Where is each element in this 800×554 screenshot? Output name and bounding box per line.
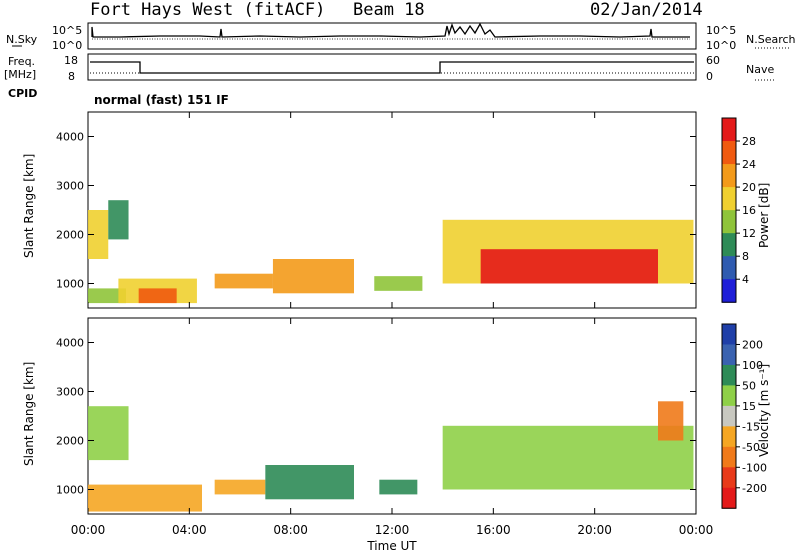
velocity-colorbar-swatch-7 (722, 467, 736, 489)
x-axis-title: Time UT (366, 539, 417, 553)
power-region-5 (214, 273, 273, 289)
velocity-colorbar-label-2: 50 (742, 379, 756, 392)
velocity-region-1 (88, 484, 202, 512)
velocity-panel: Slant Range [km] 1000 2000 3000 4000 (22, 317, 697, 515)
power-region-2 (88, 288, 126, 304)
velocity-colorbar-swatch-2 (722, 364, 736, 386)
x-tick-label-2: 08:00 (273, 523, 308, 537)
power-colorbar-label-0: 4 (742, 273, 749, 286)
power-colorbar-swatch-0 (722, 118, 736, 142)
power-colorbar-swatch-6 (722, 256, 736, 280)
velocity-colorbar-label-5: -50 (742, 441, 760, 454)
nave-tick-low: 0 (706, 70, 713, 83)
power-colorbar-swatch-3 (722, 187, 736, 211)
power-ytick-label-1: 2000 (56, 229, 84, 242)
sky-panel-frame (87, 22, 697, 50)
beam-label: Beam 18 (353, 0, 425, 20)
nave-tick-high: 60 (706, 54, 720, 67)
power-ytick-label-0: 1000 (56, 278, 84, 291)
freq-trace (90, 61, 694, 74)
power-colorbar-label-2: 12 (742, 227, 756, 240)
velocity-ytick-label-0: 1000 (56, 484, 84, 497)
search-tick-low: 10^0 (706, 39, 736, 52)
power-ylabel: Slant Range [km] (22, 154, 36, 258)
power-colorbar-label-6: 28 (742, 135, 756, 148)
freq-tick-high: 18 (64, 54, 78, 67)
power-ytick-label-2: 3000 (56, 180, 84, 193)
search-tick-high: 10^5 (706, 24, 736, 37)
power-colorbar-label-3: 16 (742, 204, 756, 217)
velocity-colorbar-label-7: -200 (742, 482, 767, 495)
velocity-colorbar-label-3: 15 (742, 400, 756, 413)
power-region-0 (88, 210, 109, 259)
sky-tick-high: 10^5 (52, 24, 82, 37)
velocity-colorbar-swatch-6 (722, 446, 736, 468)
velocity-colorbar-label-6: -100 (742, 461, 767, 474)
velocity-ytick-label-2: 3000 (56, 386, 84, 399)
power-region-9 (480, 249, 658, 284)
x-tick-label-1: 04:00 (172, 523, 207, 537)
velocity-colorbar-swatch-1 (722, 344, 736, 366)
velocity-colorbar-label-0: 200 (742, 338, 763, 351)
power-colorbar-swatch-4 (722, 210, 736, 234)
power-colorbar-swatch-5 (722, 233, 736, 257)
sky-tick-low: 10^0 (52, 39, 82, 52)
velocity-region-0 (88, 406, 129, 461)
freq-nave-panel: Freq. [MHz] 18 8 60 0 Nave (4, 53, 775, 83)
power-panel: Slant Range [km] 1000 2000 3000 4000 (22, 111, 697, 309)
x-tick-labels: 00:00 04:00 08:00 12:00 16:00 20:00 00:00 (71, 523, 714, 537)
power-colorbar-label-4: 20 (742, 181, 756, 194)
velocity-ytick-label-3: 4000 (56, 337, 84, 350)
velocity-colorbar-frame (721, 323, 737, 509)
velocity-region-5 (442, 425, 694, 490)
velocity-region-4 (379, 479, 418, 495)
velocity-colorbar-label-1: 100 (742, 359, 763, 372)
sky-noise-trace (91, 22, 690, 38)
power-colorbar-swatch-2 (722, 164, 736, 188)
freq-label: Freq. (8, 55, 35, 68)
nave-label: Nave (746, 63, 774, 76)
sky-search-panel: N.Sky 10^5 10^0 10^5 10^0 N.Search (6, 22, 796, 52)
velocity-region-6 (658, 401, 684, 441)
velocity-colorbar-swatch-4 (722, 405, 736, 427)
power-region-6 (272, 259, 354, 294)
power-colorbar-swatch-1 (722, 141, 736, 165)
power-colorbar-label: Power [dB] (757, 183, 771, 248)
velocity-colorbar-swatch-3 (722, 385, 736, 407)
station-title: Fort Hays West (fitACF) (90, 0, 325, 20)
velocity-colorbar-swatch-5 (722, 426, 736, 448)
cpid-value: normal (fast) 151 IF (94, 93, 229, 107)
velocity-colorbar-label: Velocity [m s⁻¹] (757, 364, 771, 457)
velocity-colorbar-swatch-0 (722, 324, 736, 345)
x-tick-label-0: 00:00 (71, 523, 106, 537)
x-tick-label-4: 16:00 (476, 523, 511, 537)
power-colorbar-label-5: 24 (742, 158, 756, 171)
freq-panel-frame (87, 53, 697, 81)
velocity-colorbar-swatch-8 (722, 487, 736, 509)
velocity-ytick-label-1: 2000 (56, 435, 84, 448)
x-tick-label-5: 20:00 (577, 523, 612, 537)
date-label: 02/Jan/2014 (590, 0, 703, 20)
power-region-7 (374, 276, 423, 291)
sky-label: N.Sky (6, 33, 38, 46)
power-colorbar: Power [dB] 4 8 12 16 20 24 28 (721, 117, 771, 303)
velocity-region-3 (265, 465, 354, 500)
power-region-4 (138, 288, 177, 304)
velocity-colorbar: Velocity [m s⁻¹] 200 100 50 15 -15 -50 -100 -20… (721, 323, 771, 509)
velocity-region-2 (214, 479, 266, 495)
power-colorbar-swatch-7 (722, 279, 736, 303)
velocity-colorbar-label-4: -15 (742, 420, 760, 433)
x-tick-label-6: 00:00 (679, 523, 714, 537)
search-label: N.Search (746, 33, 796, 46)
power-colorbar-label-1: 8 (742, 250, 749, 263)
freq-tick-low: 8 (68, 70, 75, 83)
velocity-ylabel: Slant Range [km] (22, 362, 36, 466)
freq-unit: [MHz] (4, 68, 36, 81)
cpid-label: CPID (8, 87, 37, 100)
power-region-1 (108, 200, 129, 240)
x-tick-label-3: 12:00 (375, 523, 410, 537)
power-ytick-label-3: 4000 (56, 131, 84, 144)
